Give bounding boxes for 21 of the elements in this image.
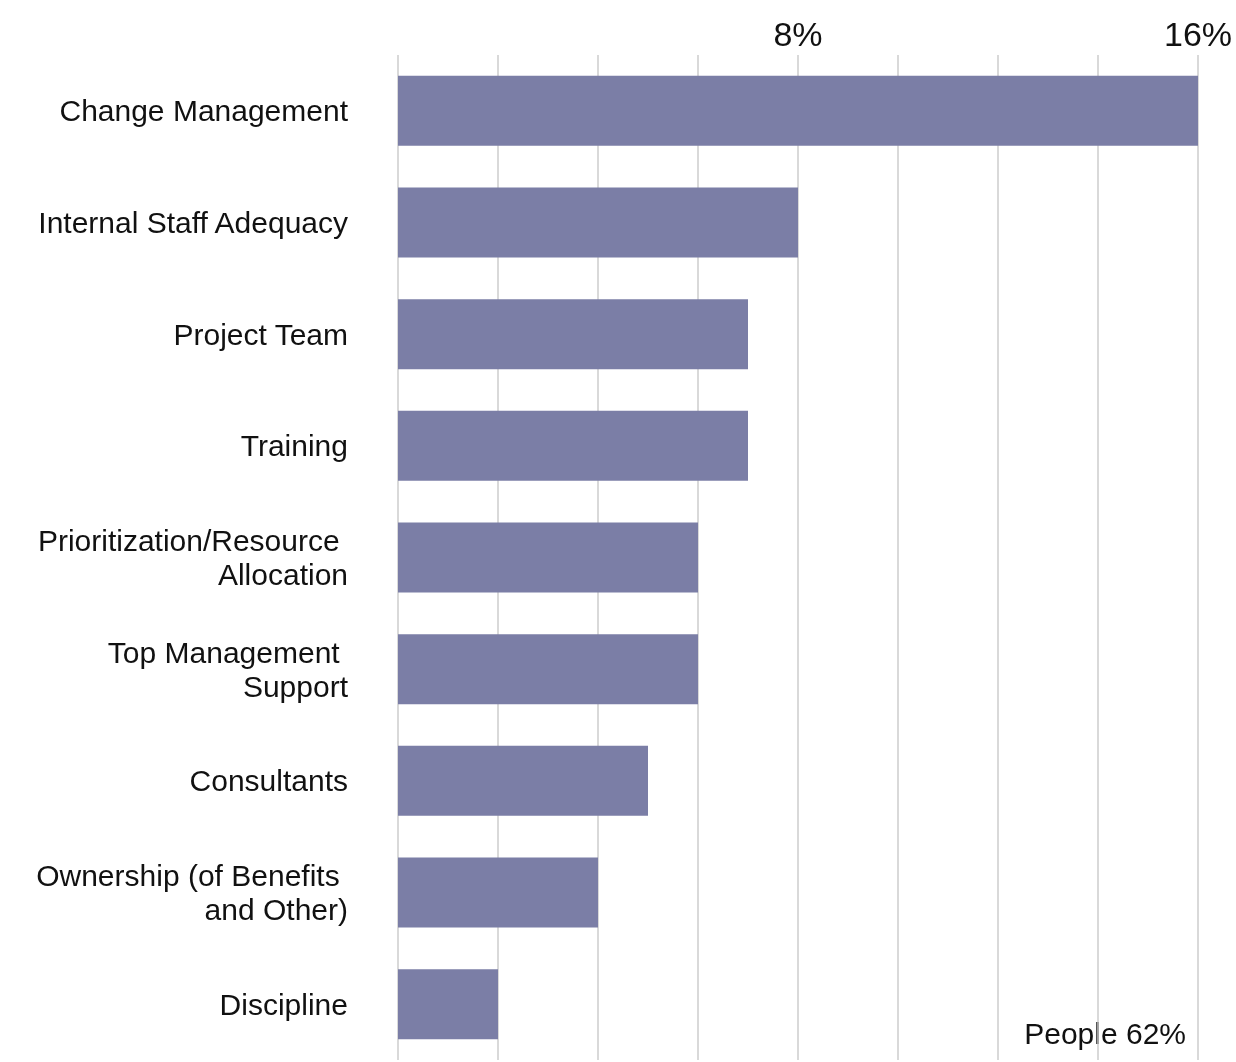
y-tick-label: Ownership (of Benefits and Other) — [36, 859, 348, 926]
bar — [398, 75, 1198, 146]
y-tick-label: Project Team — [173, 317, 348, 351]
y-tick-label: Training — [240, 429, 348, 463]
y-tick-label: Consultants — [189, 764, 348, 798]
annotation: People 62% — [1024, 1016, 1186, 1050]
bar — [398, 969, 498, 1040]
y-tick-label: Prioritization/Resource Allocation — [37, 524, 348, 591]
bar — [398, 187, 798, 258]
bar — [398, 299, 748, 370]
y-tick-label: Top Management Support — [107, 635, 349, 703]
bar — [398, 745, 648, 816]
bar — [398, 522, 698, 593]
y-tick-label: Internal Staff Adequacy — [38, 206, 348, 239]
x-tick-label: 8% — [773, 15, 823, 53]
y-tick-label: Change Management — [59, 94, 349, 128]
bar — [398, 634, 698, 705]
x-tick-label: 16% — [1163, 15, 1233, 53]
bar — [398, 857, 598, 928]
bar — [398, 410, 748, 481]
y-tick-label: Discipline — [219, 987, 348, 1021]
